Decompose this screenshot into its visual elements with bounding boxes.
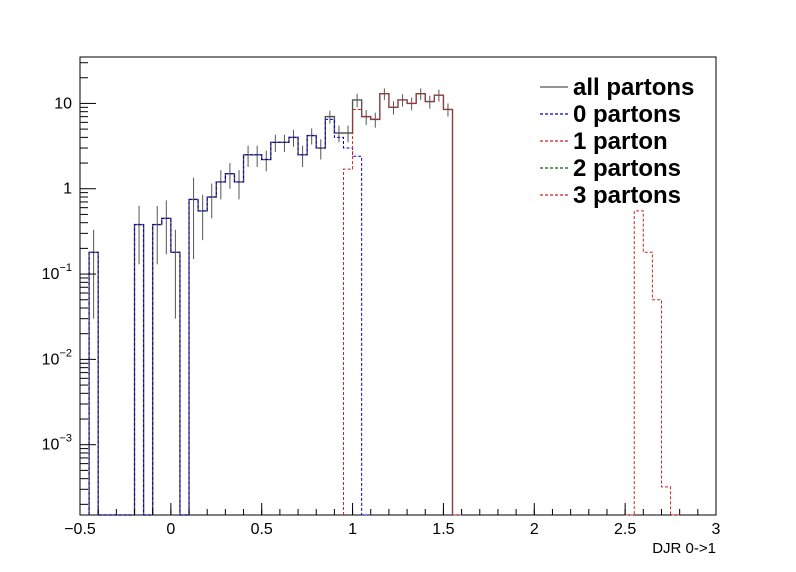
x-tick-label: 1.5 [432,521,454,538]
x-tick-label: −0.5 [64,521,96,538]
legend-entry: 3 partons [540,182,681,209]
x-tick-label: 1 [348,521,357,538]
legend-entry: 1 parton [540,128,668,155]
y-tick-label: 1 [63,181,72,198]
series-layer [88,88,680,516]
x-tick-label: 2.5 [614,521,636,538]
y-tick-label: 10−1 [42,262,72,283]
histogram-step-line [342,93,462,516]
legend-label: all partons [573,74,694,101]
legend-entry: all partons [540,74,694,101]
legend-label: 2 partons [573,155,681,182]
x-axis-label: DJR 0->1 [652,540,716,557]
histogram-step-line [625,210,680,516]
axis-layer: −0.5 0 0.5 1 1.5 2 2.5 3 10−3 10−2 10−1 1 10 [42,62,721,538]
plot-frame [79,56,717,516]
y-tick-label: 10−2 [42,347,72,368]
x-tick-label: 3 [712,521,721,538]
histogram-step-line [88,118,371,516]
series-3-partons [625,210,680,516]
y-tick-label: 10−3 [42,433,72,454]
legend-label: 0 partons [573,101,681,128]
x-tick-label: 0 [166,521,175,538]
y-tick-label: 10 [54,95,72,112]
legend-entry: 0 partons [540,101,681,128]
legend-label: 1 parton [573,128,668,155]
legend-entry: 2 partons [540,155,681,182]
series-1-parton [342,93,462,516]
x-tick-label: 0.5 [251,521,273,538]
x-tick-label: 2 [530,521,539,538]
legend-label: 3 partons [573,182,681,209]
series-0-partons [88,118,371,516]
